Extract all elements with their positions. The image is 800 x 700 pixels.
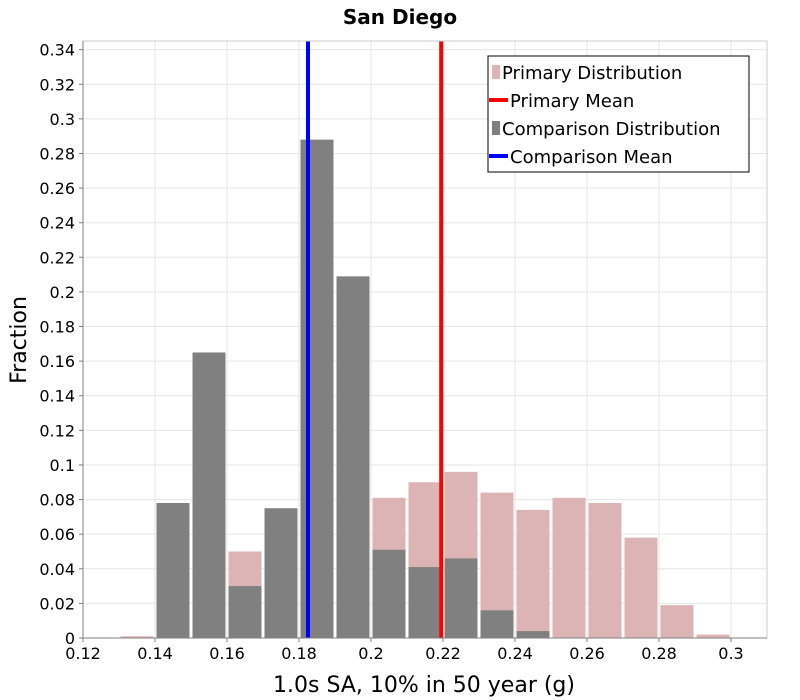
primary-mean-label: Primary Mean: [510, 91, 634, 112]
y-axis-ticks: 0 0.02 0.04 0.06 0.08 0.1 0.12 0.14 0.16 0.18 0.2 0…: [39, 41, 83, 648]
primary-distribution-swatch: [492, 65, 500, 79]
y-tick-label: 0.02: [39, 594, 75, 613]
legend: Primary Distribution Primary Mean Comparis…: [487, 55, 750, 173]
comparison-distribution-bar: [480, 610, 514, 638]
y-tick-label: 0.16: [39, 352, 75, 371]
x-tick-label: 0.14: [137, 644, 173, 663]
comparison-distribution-bar: [336, 276, 370, 638]
x-tick-label: 0.18: [281, 644, 317, 663]
mean-lines: [306, 41, 444, 638]
y-tick-label: 0.14: [39, 387, 75, 406]
primary-distribution-bar: [516, 509, 550, 638]
y-tick-label: 0.22: [39, 248, 75, 267]
comparison-distribution-swatch: [492, 121, 500, 135]
comparison-distribution-bar: [300, 139, 334, 639]
comparison-distribution-bar: [444, 558, 478, 638]
comparison-distribution-bar: [408, 567, 442, 638]
comparison-distribution-bar: [516, 631, 550, 638]
primary-distribution-bar: [624, 537, 658, 638]
comparison-distribution-bar: [264, 508, 298, 638]
x-tick-label: 0.2: [358, 644, 383, 663]
y-tick-label: 0: [65, 629, 75, 648]
legend-box: [487, 55, 750, 173]
y-tick-label: 0.3: [50, 110, 75, 129]
comparison-mean-label: Comparison Mean: [510, 147, 673, 168]
x-axis-label: 1.0s SA, 10% in 50 year (g): [273, 673, 575, 698]
x-tick-label: 0.24: [497, 644, 533, 663]
x-tick-label: 0.22: [425, 644, 461, 663]
y-tick-label: 0.06: [39, 525, 75, 544]
comparison-distribution-bar: [372, 549, 406, 638]
y-tick-label: 0.32: [39, 75, 75, 94]
y-tick-label: 0.26: [39, 179, 75, 198]
y-tick-label: 0.08: [39, 491, 75, 510]
y-tick-label: 0.1: [50, 456, 75, 475]
comparison-distribution-bar: [228, 586, 262, 638]
y-tick-label: 0.18: [39, 318, 75, 337]
primary-distribution-label: Primary Distribution: [502, 63, 682, 84]
x-tick-label: 0.26: [569, 644, 605, 663]
x-tick-label: 0.28: [641, 644, 677, 663]
y-axis-label: Fraction: [7, 296, 32, 384]
x-axis-ticks: 0.12 0.14 0.16 0.18 0.2 0.22 0.24 0.26 0.28 0.3: [65, 638, 744, 663]
y-tick-label: 0.24: [39, 214, 75, 233]
x-tick-label: 0.12: [65, 644, 101, 663]
axes: [82, 40, 768, 639]
comparison-distribution-label: Comparison Distribution: [502, 119, 721, 140]
y-tick-label: 0.2: [50, 283, 75, 302]
x-tick-label: 0.16: [209, 644, 245, 663]
y-tick-label: 0.34: [39, 41, 75, 60]
primary-distribution-bar: [120, 636, 154, 638]
primary-distribution-bar: [696, 634, 730, 638]
chart-title: San Diego: [343, 5, 457, 29]
y-tick-label: 0.28: [39, 144, 75, 163]
comparison-distribution-bar: [156, 503, 190, 638]
y-tick-label: 0.12: [39, 421, 75, 440]
x-tick-label: 0.3: [718, 644, 743, 663]
primary-distribution-bar: [660, 605, 694, 638]
y-tick-label: 0.04: [39, 560, 75, 579]
primary-distribution-bar: [588, 503, 622, 638]
primary-distribution-bar: [552, 497, 586, 638]
comparison-distribution-bar: [192, 352, 226, 638]
